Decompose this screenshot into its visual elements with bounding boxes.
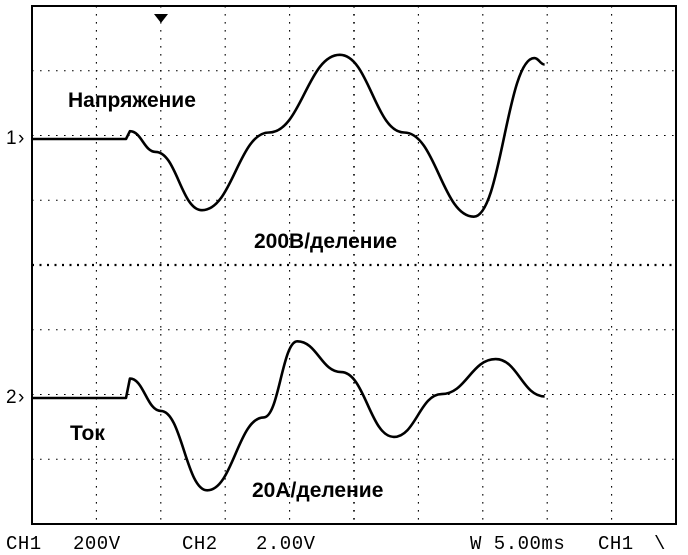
voltage-scale-label: 200В/деление [254,230,397,253]
status-bar: CH1 200V CH2 2.00V W 5.00ms CH1 \ [6,533,666,555]
graticule [31,5,677,525]
ch2-scale: 2.00V [256,533,316,555]
current-title-label: Ток [70,422,105,445]
voltage-trace [32,53,545,218]
ch1-marker-arrow: › [18,128,24,149]
timebase-readout: W 5.00ms [470,533,565,555]
trigger-slope-icon: \ [654,533,666,555]
ch2-label: CH2 [182,533,218,555]
current-trace [32,340,545,492]
ch1-scale: 200V [73,533,121,555]
current-scale-label: 20А/деление [252,479,383,502]
ch2-marker-arrow: › [18,387,24,408]
ch1-label: CH1 [6,533,42,555]
trigger-source: CH1 [598,533,634,555]
voltage-title-label: Напряжение [68,89,196,112]
ch1-marker: 1 [6,128,17,149]
traces [32,53,545,492]
ch2-marker: 2 [6,387,17,408]
trigger-position-icon [154,14,168,23]
